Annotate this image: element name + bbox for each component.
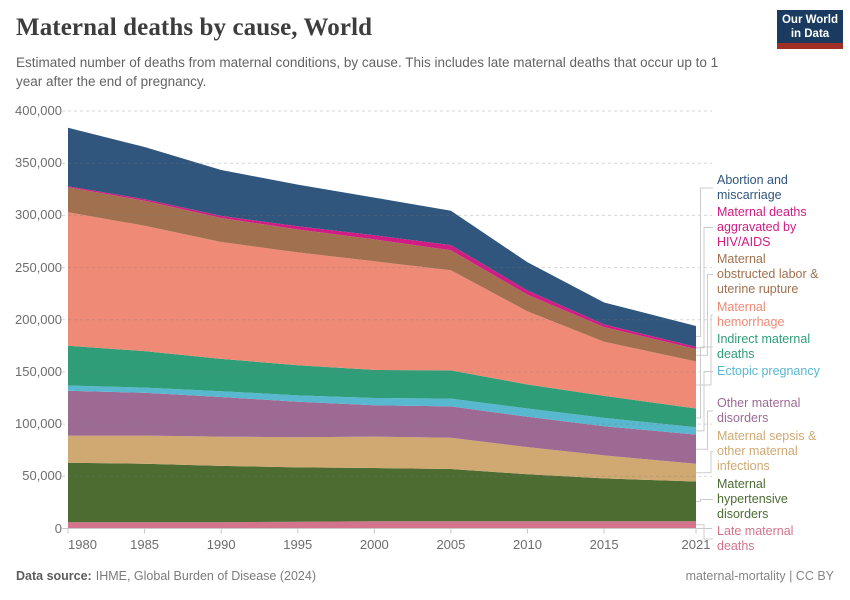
y-axis-label: 100,000 bbox=[15, 416, 62, 432]
chart-subtitle: Estimated number of deaths from maternal… bbox=[16, 55, 719, 89]
x-axis-label: 2000 bbox=[359, 537, 389, 552]
legend-item-obstructed-labor[interactable]: Maternal obstructed labor & uterine rupt… bbox=[717, 252, 819, 296]
legend-item-maternal-sepsis[interactable]: Maternal sepsis & other maternal infecti… bbox=[717, 429, 817, 473]
area-late-maternal-deaths[interactable] bbox=[68, 521, 696, 529]
x-axis-label: 1995 bbox=[283, 537, 313, 552]
area-maternal-deaths-aggravated-by-hiv-aids[interactable] bbox=[68, 186, 696, 349]
legend-connector bbox=[696, 499, 713, 502]
y-axis-label: 400,000 bbox=[15, 103, 62, 118]
data-source-value: IHME, Global Burden of Disease (2024) bbox=[95, 569, 316, 583]
legend-connector bbox=[696, 274, 713, 356]
legend-connector bbox=[696, 524, 713, 540]
area-maternal-hypertensive-disorders[interactable] bbox=[68, 462, 696, 523]
x-axis-label: 2015 bbox=[589, 537, 619, 552]
chart-slug: maternal-mortality bbox=[685, 569, 786, 583]
y-axis-label: 50,000 bbox=[22, 468, 62, 484]
legend-item-ectopic-pregnancy[interactable]: Ectopic pregnancy bbox=[717, 364, 820, 378]
legend-item-hiv-aids[interactable]: Maternal deaths aggravated by HIV/AIDS bbox=[717, 205, 807, 249]
legend-item-indirect-maternal-deaths[interactable]: Indirect maternal deaths bbox=[717, 332, 811, 361]
legend-connector bbox=[696, 451, 713, 474]
area-other-maternal-disorders[interactable] bbox=[68, 390, 696, 464]
area-maternal-hemorrhage[interactable] bbox=[68, 212, 696, 409]
area-maternal-sepsis-other-maternal-infections[interactable] bbox=[68, 435, 696, 482]
legend-item-maternal-hemorrhage[interactable]: Maternal hemorrhage bbox=[717, 300, 785, 329]
license-link[interactable]: CC BY bbox=[795, 569, 834, 583]
x-axis-label: 2021 bbox=[681, 537, 711, 552]
y-axis-label: 300,000 bbox=[15, 207, 62, 223]
area-ectopic-pregnancy[interactable] bbox=[68, 385, 696, 435]
x-axis-label: 1985 bbox=[130, 537, 160, 552]
y-axis-label: 150,000 bbox=[15, 363, 62, 379]
legend-item-late-maternal-deaths[interactable]: Late maternal deaths bbox=[717, 524, 794, 553]
legend-item-other-maternal-disorders[interactable]: Other maternal disorders bbox=[717, 396, 801, 425]
legend-connector bbox=[696, 227, 713, 349]
x-axis-label: 2005 bbox=[436, 537, 466, 552]
legend-item-hypertensive-disorders[interactable]: Maternal hypertensive disorders bbox=[717, 477, 788, 521]
legend-connector bbox=[696, 371, 713, 432]
y-axis-label: 350,000 bbox=[15, 155, 62, 171]
footer-separator: | bbox=[785, 569, 796, 583]
owid-logo-line2: in Data bbox=[790, 27, 830, 40]
x-axis-label: 2010 bbox=[513, 537, 542, 552]
x-axis-label: 1990 bbox=[206, 537, 236, 552]
y-axis-label: 200,000 bbox=[15, 311, 62, 327]
legend-connector bbox=[696, 346, 713, 419]
area-maternal-obstructed-labor-uterine-rupture[interactable] bbox=[68, 187, 696, 362]
y-axis-label: 0 bbox=[54, 520, 62, 536]
area-indirect-maternal-deaths[interactable] bbox=[68, 345, 696, 428]
y-axis-label: 250,000 bbox=[15, 259, 62, 275]
legend-connector bbox=[696, 410, 713, 450]
area-abortion-and-miscarriage[interactable] bbox=[68, 127, 696, 347]
page-title: Maternal deaths by cause, World bbox=[16, 14, 373, 41]
x-axis-label: 1980 bbox=[68, 537, 97, 552]
footer-right: maternal-mortality | CC BY bbox=[686, 569, 834, 583]
legend-item-abortion-and-miscarriage[interactable]: Abortion and miscarriage bbox=[717, 173, 788, 202]
owid-logo[interactable]: Our World in Data bbox=[777, 10, 843, 49]
data-source-label: Data source: bbox=[16, 569, 92, 583]
legend-connector bbox=[696, 187, 713, 337]
owid-logo-line1: Our World bbox=[781, 14, 838, 26]
data-source: Data source: IHME, Global Burden of Disea… bbox=[16, 569, 316, 583]
